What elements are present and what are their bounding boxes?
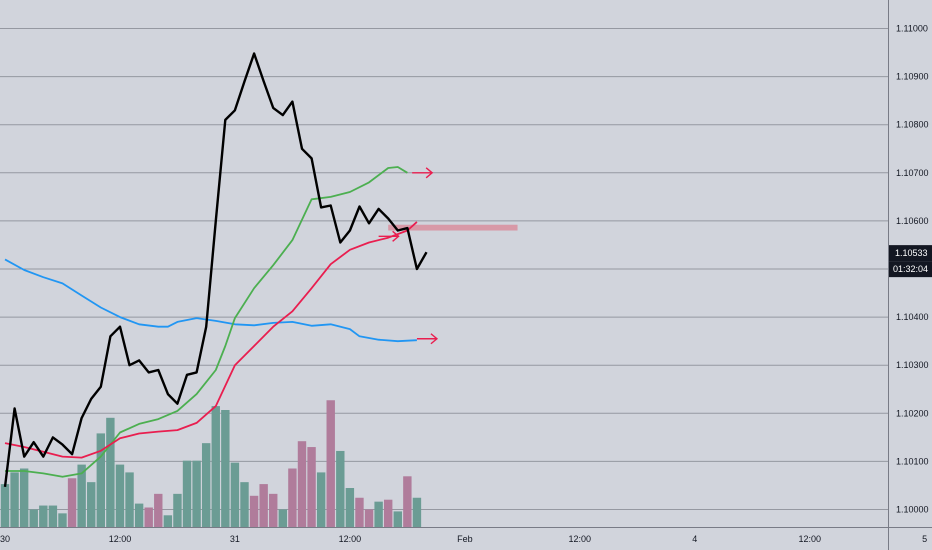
volume-bar <box>192 460 201 527</box>
y-tick-label: 1.10100 <box>896 456 929 466</box>
arrow-annotation <box>416 333 439 345</box>
volume-bar <box>96 433 105 527</box>
volume-bar <box>288 468 297 527</box>
arrow-annotation <box>412 167 434 179</box>
price-badge <box>889 245 932 262</box>
volume-bar <box>39 505 48 527</box>
volume-bar <box>173 493 182 527</box>
volume-bar <box>125 472 134 527</box>
volume-bar <box>115 464 125 527</box>
volume-bar <box>0 484 10 527</box>
volume-bar <box>182 460 192 527</box>
countdown-badge <box>889 261 932 278</box>
volume-bar <box>412 497 422 527</box>
y-tick-label: 1.10700 <box>896 168 929 178</box>
volume-bar <box>297 441 307 527</box>
volume-bar <box>134 503 144 527</box>
volume-bar <box>269 493 278 527</box>
volume-bar <box>67 478 77 527</box>
volume-bar <box>364 509 374 527</box>
volume-bar <box>259 484 268 527</box>
volume-bar <box>230 462 240 527</box>
y-tick-label: 1.10200 <box>896 408 929 418</box>
y-tick-label: 1.10400 <box>896 312 929 322</box>
volume-bar <box>403 476 412 527</box>
y-tick-label: 1.10800 <box>896 120 929 130</box>
x-tick-label: 12:00 <box>569 534 592 544</box>
volume-bar <box>19 468 29 527</box>
x-tick-label: 5 <box>922 534 927 544</box>
volume-bar <box>384 499 393 527</box>
volume-bar <box>10 472 19 527</box>
price-badge-label: 1.10533 <box>895 248 928 258</box>
volume-bar <box>345 488 355 527</box>
x-tick-label: 12:00 <box>339 534 362 544</box>
resistance-zone <box>388 224 518 231</box>
volume-bar <box>87 482 96 527</box>
volume-bar <box>154 493 163 527</box>
volume-bar <box>393 511 402 527</box>
volume-bar <box>29 509 38 527</box>
volume-bar <box>106 417 115 527</box>
volume-bar <box>316 472 326 527</box>
x-tick-label: 12:00 <box>798 534 821 544</box>
series-line <box>4 221 418 459</box>
volume-bar <box>326 400 335 527</box>
volume-bar <box>240 482 249 527</box>
y-tick-label: 1.10900 <box>896 72 929 82</box>
x-tick-label: 30 <box>0 534 10 544</box>
volume-bar <box>278 509 288 527</box>
volume-bar <box>201 443 211 527</box>
y-tick-label: 1.10300 <box>896 360 929 370</box>
x-tick-label: Feb <box>457 534 473 544</box>
volume-bar <box>163 515 173 527</box>
volume-bar <box>374 501 383 527</box>
x-tick-label: 4 <box>692 534 697 544</box>
volume-bar <box>249 495 259 527</box>
volume-bar <box>48 505 58 527</box>
series-line <box>3 52 428 488</box>
volume-bar <box>77 464 86 527</box>
volume-bar <box>221 410 230 527</box>
y-tick-label: 1.11000 <box>896 24 928 34</box>
volume-bar <box>336 450 345 527</box>
volume-bar <box>144 507 153 527</box>
series-line <box>5 166 408 478</box>
volume-bar <box>58 513 67 527</box>
volume-bar <box>307 447 316 527</box>
y-tick-label: 1.10600 <box>896 216 929 226</box>
volume-bar <box>355 497 364 527</box>
y-tick-label: 1.10000 <box>896 505 929 515</box>
arrow-annotation <box>378 230 400 242</box>
x-tick-label: 12:00 <box>109 534 132 544</box>
x-tick-label: 31 <box>230 534 240 544</box>
countdown-badge-label: 01:32:04 <box>893 264 928 274</box>
volume-bar <box>211 406 220 527</box>
